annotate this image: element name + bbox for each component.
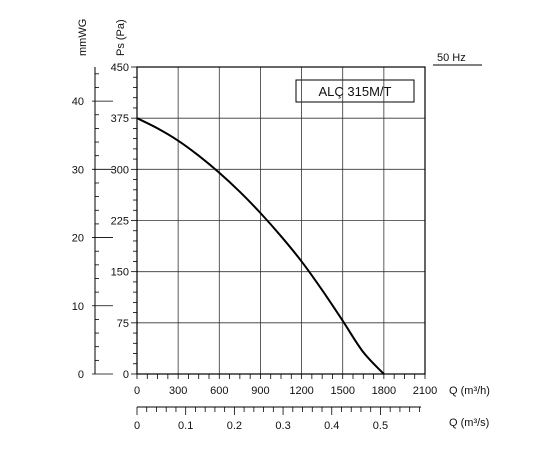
x-tick-label: 600	[210, 385, 228, 397]
y-tick-label: 150	[111, 267, 129, 279]
secondary-y-tick-label: 30	[72, 164, 84, 176]
secondary-x-tick-label: 0.1	[178, 420, 193, 432]
secondary-x-axis-title: Q (m³/s)	[449, 417, 489, 429]
secondary-y-tick-label: 40	[72, 96, 84, 108]
secondary-y-tick-label: 10	[72, 301, 84, 313]
secondary-x-tick-label: 0.4	[324, 420, 339, 432]
y-tick-label: 450	[111, 62, 129, 74]
frequency-label: 50 Hz	[437, 52, 466, 64]
x-tick-label: 1200	[289, 385, 313, 397]
series-layer	[136, 117, 385, 375]
y-tick-label: 375	[111, 113, 129, 125]
performance-curve	[136, 117, 385, 375]
y-tick-label: 225	[111, 216, 129, 228]
x-tick-label: 1800	[372, 385, 396, 397]
y-tick-label: 75	[117, 318, 129, 330]
x-tick-label: 2100	[413, 385, 437, 397]
x-tick-label: 1500	[330, 385, 354, 397]
x-axis-title: Q (m³/h)	[449, 385, 490, 397]
secondary-x-tick-label: 0.3	[275, 420, 290, 432]
y-tick-label: 0	[123, 369, 129, 381]
secondary-x-tick-label: 0	[134, 420, 140, 432]
axes: 0 300 600 900 1200 1500 1800 210007515022530037…	[72, 62, 437, 432]
secondary-x-tick-label: 0.5	[373, 420, 388, 432]
secondary-x-tick-label: 0.2	[227, 420, 242, 432]
y-axis-title: Ps (Pa)	[115, 19, 127, 56]
title-box	[295, 79, 415, 103]
plot-frame	[136, 66, 426, 375]
secondary-y-tick-label: 0	[78, 369, 84, 381]
secondary-y-axis-title: mmWG	[77, 19, 89, 56]
x-tick-label: 0	[134, 385, 140, 397]
x-tick-label: 900	[251, 385, 269, 397]
chart-title: ALÇ 315M/T	[319, 84, 392, 99]
y-tick-label: 300	[111, 164, 129, 176]
x-tick-label: 300	[169, 385, 187, 397]
secondary-y-tick-label: 20	[72, 233, 84, 245]
grid	[137, 67, 425, 374]
